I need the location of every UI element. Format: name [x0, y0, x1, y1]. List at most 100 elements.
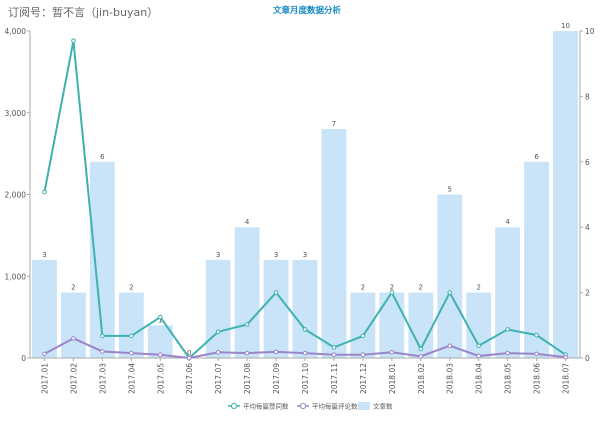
bar-value-label: 2 — [476, 284, 480, 292]
bar-value-label: 3 — [42, 251, 46, 259]
right-tick-label: 4 — [585, 223, 590, 232]
line-point — [100, 349, 105, 354]
line-point — [273, 290, 279, 295]
legend-marker — [299, 402, 307, 410]
bar-value-label: 7 — [332, 120, 336, 128]
bar — [292, 259, 318, 358]
left-tick-label: 0 — [21, 354, 26, 363]
x-tick-label: 2018.03 — [446, 363, 455, 394]
bar — [263, 259, 289, 358]
x-tick-label: 2017.02 — [69, 363, 78, 394]
line-point — [476, 343, 481, 349]
bar — [379, 292, 405, 358]
bar — [205, 259, 231, 358]
left-tick-label: 2,000 — [5, 191, 27, 200]
line-point — [389, 290, 395, 295]
line-point — [534, 351, 539, 357]
left-axis-ticks: 0 1,000 2,000 3,000 4,000 — [5, 27, 30, 363]
bar — [321, 129, 347, 358]
x-tick-label: 2018.07 — [562, 363, 571, 394]
line-point — [331, 352, 337, 358]
x-tick-label: 2017.11 — [330, 363, 339, 394]
line-point — [215, 349, 221, 355]
right-tick-label: 0 — [585, 354, 590, 363]
line-point — [360, 333, 366, 339]
x-tick-label: 2018.06 — [533, 363, 542, 394]
bar-value-label: 3 — [274, 251, 278, 259]
x-tick-label: 2017.06 — [185, 363, 194, 394]
bar-value-label: 4 — [505, 218, 510, 226]
bar-value-label: 4 — [245, 218, 250, 226]
bar-value-label: 2 — [361, 284, 365, 292]
x-tick-label: 2017.04 — [127, 363, 136, 394]
line-point — [389, 349, 395, 355]
line-point — [447, 290, 453, 295]
line-point — [42, 351, 47, 357]
bar — [234, 227, 260, 358]
bar-value-label: 1 — [158, 316, 162, 324]
bar — [524, 161, 550, 358]
x-tick-label: 2018.01 — [388, 363, 397, 394]
line-point — [476, 353, 481, 359]
line-point — [273, 349, 279, 355]
bar — [495, 227, 521, 358]
bar-value-label: 2 — [390, 284, 394, 292]
line-point — [157, 352, 163, 358]
x-axis-ticks: 2017.01 2017.02 2017.03 2017.04 2017.05 2017.… — [40, 358, 571, 394]
legend-label: 平均每篇评论数 — [312, 402, 358, 411]
line-point — [244, 350, 250, 356]
line-point — [302, 327, 308, 332]
right-tick-label: 10 — [585, 27, 595, 36]
chart-title: 文章月度数据分析 — [273, 5, 342, 16]
right-axis-ticks: 0 2 4 6 8 10 — [580, 27, 595, 363]
x-tick-label: 2017.10 — [301, 363, 310, 394]
line-point — [563, 354, 568, 360]
x-tick-label: 2017.05 — [156, 363, 165, 394]
left-tick-label: 3,000 — [5, 109, 27, 118]
bar-value-label: 6 — [100, 153, 105, 161]
line-point — [42, 189, 47, 195]
legend-marker — [230, 402, 238, 410]
line-point — [360, 352, 366, 358]
bar-value-label: 2 — [419, 284, 423, 292]
right-tick-label: 8 — [585, 92, 590, 101]
bar-value-label: 2 — [129, 284, 133, 292]
bar — [466, 292, 492, 358]
line-point — [129, 350, 134, 356]
line-point — [505, 350, 510, 356]
x-tick-label: 2018.05 — [504, 363, 513, 394]
line-point — [534, 332, 539, 338]
line-point — [505, 327, 510, 332]
x-tick-label: 2018.02 — [417, 363, 426, 394]
x-tick-label: 2018.04 — [475, 363, 484, 394]
line-point — [244, 322, 250, 327]
line-point — [157, 314, 163, 320]
line-point — [100, 333, 105, 339]
right-tick-label: 2 — [585, 289, 590, 298]
left-tick-label: 4,000 — [5, 27, 27, 36]
left-tick-label: 1,000 — [5, 272, 27, 281]
line-series-group — [42, 38, 568, 361]
bar-value-label: 10 — [561, 22, 570, 30]
bar-value-label: 3 — [216, 251, 220, 259]
line-point — [302, 350, 308, 356]
bar-value-label: 2 — [71, 284, 75, 292]
bar — [350, 292, 376, 358]
line-point — [418, 354, 424, 359]
legend-label: 平均每篇赞同数 — [243, 402, 289, 411]
bar — [118, 292, 144, 358]
line-point — [418, 346, 424, 352]
bar — [32, 259, 57, 358]
bar-value-label: 5 — [448, 186, 452, 194]
bar-value-label: 0 — [187, 349, 191, 357]
x-tick-label: 2017.09 — [272, 363, 281, 394]
x-tick-label: 2017.07 — [214, 363, 223, 394]
line-point — [331, 345, 337, 350]
right-tick-label: 6 — [585, 158, 590, 167]
bar — [437, 194, 463, 358]
bar — [60, 292, 86, 358]
bar-series — [32, 31, 578, 358]
legend-label: 文章数 — [373, 402, 393, 411]
